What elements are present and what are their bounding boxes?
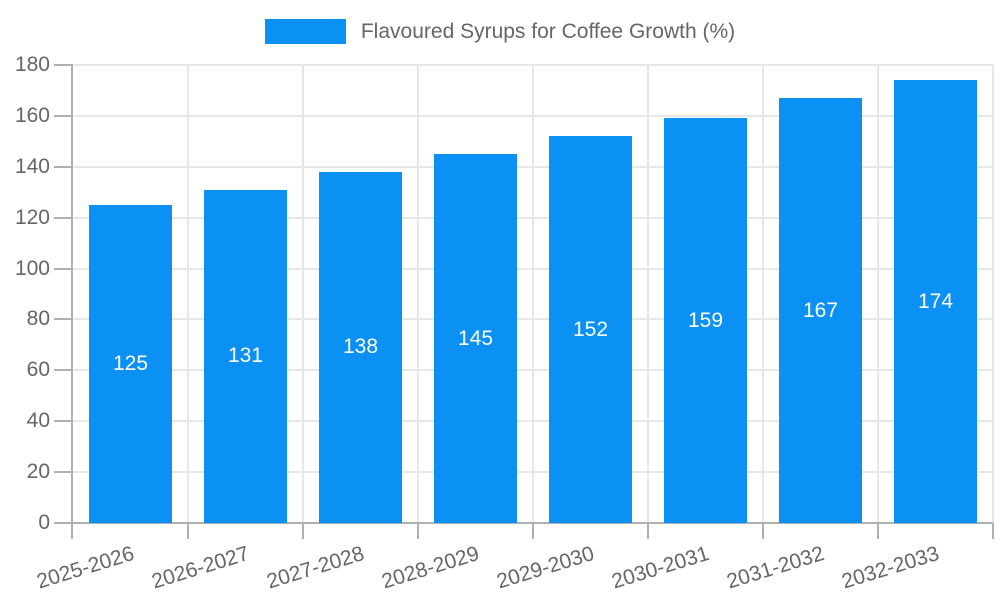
y-tick-mark — [54, 114, 73, 117]
legend-swatch — [264, 19, 346, 44]
y-tick-label: 20 — [26, 460, 50, 484]
x-tick-label: 2030-2031 — [609, 542, 712, 594]
bar[interactable] — [319, 171, 402, 523]
bar[interactable] — [549, 136, 632, 523]
legend-label: Flavoured Syrups for Coffee Growth (%) — [360, 20, 736, 43]
x-tick-mark — [417, 523, 419, 539]
y-axis-line — [71, 65, 73, 539]
x-tick-mark — [647, 523, 649, 539]
gridline-v — [877, 65, 879, 523]
y-tick-label: 140 — [14, 154, 50, 178]
gridline-v — [532, 65, 534, 523]
x-tick-mark — [992, 523, 994, 539]
bar[interactable] — [664, 118, 747, 523]
bar-value-label: 159 — [687, 308, 724, 332]
x-tick-label: 2029-2030 — [494, 542, 597, 594]
bar-value-label: 131 — [227, 344, 264, 368]
x-tick-mark — [762, 523, 764, 539]
bar[interactable] — [779, 98, 862, 523]
bar[interactable] — [89, 204, 172, 523]
gridline-v — [187, 65, 189, 523]
y-tick-mark — [54, 318, 73, 321]
y-tick-mark — [54, 165, 73, 168]
y-tick-label: 80 — [26, 307, 50, 331]
y-tick-label: 100 — [14, 256, 50, 280]
x-tick-label: 2025-2026 — [34, 542, 137, 594]
bar-value-label: 167 — [802, 298, 839, 322]
gridline-v — [992, 65, 994, 523]
bar[interactable] — [434, 154, 517, 523]
y-tick-label: 40 — [26, 409, 50, 433]
bar[interactable] — [894, 80, 977, 523]
y-tick-mark — [54, 216, 73, 219]
x-tick-mark — [877, 523, 879, 539]
bar[interactable] — [204, 189, 287, 523]
y-tick-mark — [54, 471, 73, 474]
gridline-v — [417, 65, 419, 523]
bar-value-label: 138 — [342, 335, 379, 359]
y-tick-mark — [54, 369, 73, 372]
x-axis-line — [54, 522, 993, 524]
x-tick-label: 2032-2033 — [839, 542, 942, 594]
x-tick-label: 2031-2032 — [724, 542, 827, 594]
bar-value-label: 125 — [112, 351, 149, 375]
y-tick-mark — [54, 267, 73, 270]
x-tick-mark — [187, 523, 189, 539]
y-tick-label: 0 — [38, 511, 50, 534]
x-tick-label: 2027-2028 — [264, 542, 367, 594]
gridline-v — [762, 65, 764, 523]
x-tick-mark — [532, 523, 534, 539]
legend[interactable]: Flavoured Syrups for Coffee Growth (%) — [0, 19, 1000, 44]
bar-value-label: 152 — [572, 317, 609, 341]
y-tick-label: 160 — [14, 103, 50, 127]
y-tick-label: 180 — [14, 53, 50, 76]
gridline-v — [302, 65, 304, 523]
y-tick-label: 60 — [26, 358, 50, 382]
y-tick-mark — [54, 420, 73, 423]
x-tick-mark — [302, 523, 304, 539]
bar-value-label: 145 — [457, 326, 494, 350]
y-tick-label: 120 — [14, 205, 50, 229]
x-tick-label: 2028-2029 — [379, 542, 482, 594]
bar-value-label: 174 — [917, 289, 954, 313]
y-tick-mark — [54, 64, 73, 66]
gridline-v — [647, 65, 649, 523]
x-tick-label: 2026-2027 — [149, 542, 252, 594]
